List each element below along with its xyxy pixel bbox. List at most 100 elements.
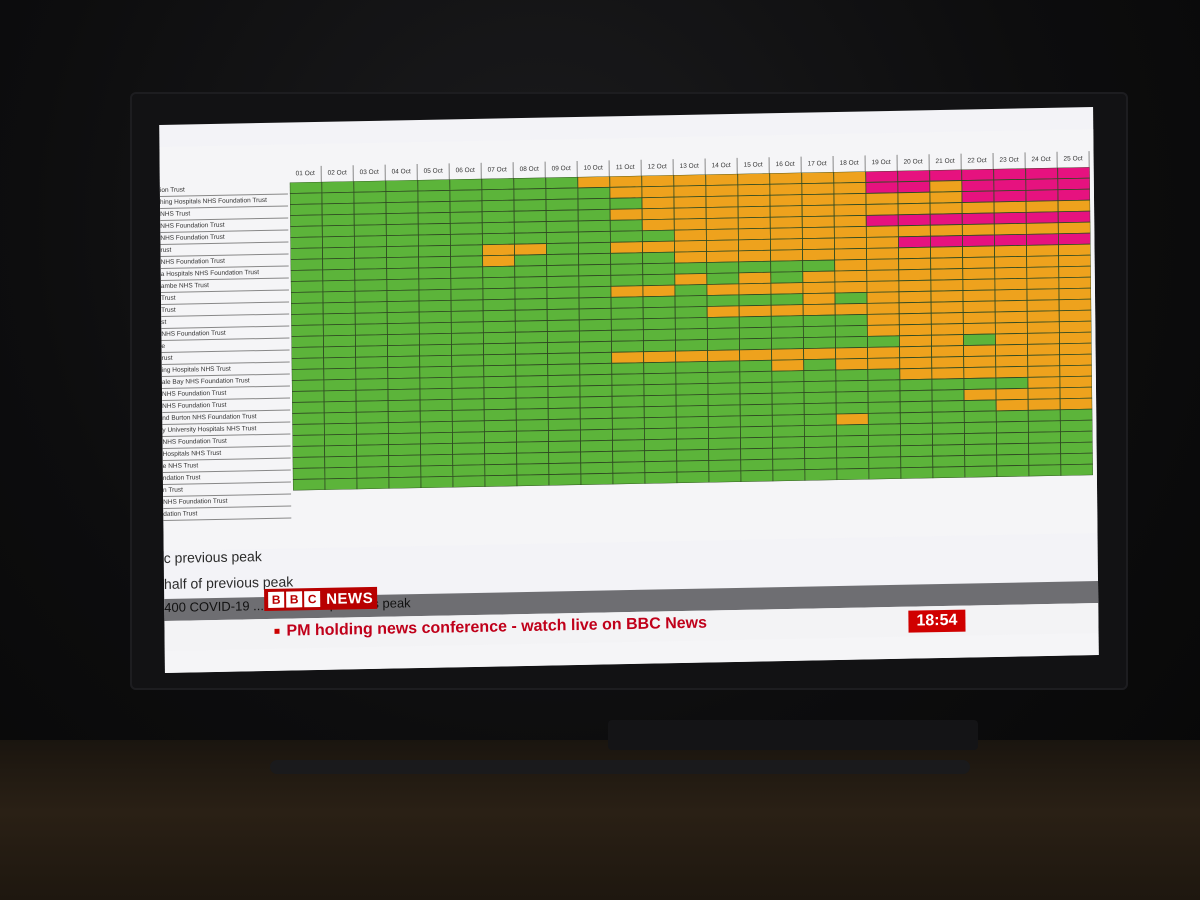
status-cell — [962, 289, 996, 302]
logo-letter-b1: B — [268, 591, 285, 608]
status-cell — [931, 378, 965, 391]
status-cell — [675, 427, 709, 440]
status-cell — [963, 421, 997, 434]
status-cell — [932, 433, 965, 446]
status-cell — [612, 439, 646, 452]
caption-line-1: c previous peak — [163, 548, 262, 566]
status-cell — [516, 474, 550, 487]
status-cell — [643, 394, 677, 408]
status-cell — [673, 229, 707, 242]
status-cell — [801, 182, 835, 196]
date-header: 08 Oct — [513, 161, 546, 179]
status-cell — [931, 400, 965, 413]
status-cell — [931, 411, 965, 424]
status-cell — [706, 239, 739, 252]
status-cell — [993, 200, 1027, 214]
status-cell — [1059, 364, 1093, 378]
status-cell — [355, 411, 389, 424]
status-cell — [835, 347, 869, 360]
status-cell — [484, 452, 518, 466]
status-cell — [611, 340, 645, 353]
status-cell — [641, 207, 675, 221]
status-cell — [706, 261, 740, 274]
status-cell — [707, 382, 741, 395]
status-cell — [323, 345, 357, 359]
status-cell — [961, 190, 995, 203]
status-cell — [1027, 409, 1061, 422]
status-cell — [738, 304, 772, 318]
status-cell — [579, 406, 613, 420]
status-cell — [353, 202, 387, 215]
status-cell — [961, 234, 995, 247]
status-cell — [449, 200, 483, 213]
status-cell — [612, 472, 646, 485]
status-cell — [963, 377, 997, 390]
status-cell — [1059, 375, 1093, 389]
status-cell — [1057, 210, 1091, 224]
status-cell — [546, 319, 580, 332]
status-cell — [353, 191, 387, 204]
status-cell — [291, 390, 325, 403]
status-cell — [481, 221, 515, 235]
status-cell — [1058, 276, 1092, 290]
status-cell — [899, 411, 933, 425]
status-cell — [771, 392, 805, 405]
status-cell — [930, 235, 963, 248]
status-cell — [323, 389, 357, 403]
status-cell — [419, 420, 453, 434]
status-cell — [291, 423, 325, 436]
status-cell — [932, 455, 966, 468]
status-cell — [611, 362, 645, 375]
date-header: 01 Oct — [289, 165, 322, 183]
status-cell — [835, 336, 868, 349]
status-cell — [740, 458, 774, 472]
status-cell — [515, 353, 549, 366]
status-cell — [290, 269, 324, 282]
status-cell — [931, 345, 965, 358]
status-cell — [545, 220, 579, 233]
status-cell — [356, 477, 390, 490]
status-cell — [546, 308, 580, 321]
status-cell — [673, 218, 707, 231]
status-cell — [513, 232, 547, 245]
status-cell — [898, 301, 932, 315]
status-cell — [993, 167, 1027, 181]
status-cell — [514, 298, 548, 311]
status-cell — [802, 325, 836, 339]
status-cell — [386, 322, 420, 336]
status-cell — [547, 407, 581, 420]
status-cell — [609, 208, 643, 221]
status-cell — [449, 189, 483, 202]
status-cell — [356, 466, 390, 479]
status-cell — [962, 245, 996, 258]
status-cell — [451, 365, 485, 378]
status-cell — [419, 409, 453, 423]
status-cell — [419, 365, 453, 379]
status-cell — [290, 291, 324, 304]
status-cell — [356, 444, 390, 457]
status-cell — [1059, 331, 1092, 345]
status-cell — [450, 310, 484, 323]
status-cell — [579, 395, 613, 409]
status-cell — [770, 315, 804, 328]
status-cell — [644, 427, 677, 441]
status-cell — [321, 180, 355, 194]
status-cell — [771, 425, 805, 438]
status-cell — [292, 467, 326, 480]
status-cell — [898, 312, 932, 326]
date-header: 21 Oct — [929, 153, 962, 171]
status-cell — [676, 460, 710, 473]
status-cell — [1027, 376, 1061, 389]
status-cell — [387, 344, 421, 358]
status-cell — [865, 225, 899, 238]
status-cell — [451, 409, 485, 422]
status-cell — [355, 334, 388, 347]
status-cell — [897, 213, 931, 227]
status-cell — [1059, 419, 1093, 433]
status-cell — [675, 394, 709, 407]
status-cell — [291, 335, 324, 348]
status-cell — [770, 304, 804, 317]
status-cell — [833, 204, 867, 217]
status-cell — [836, 435, 870, 448]
status-cell — [771, 381, 805, 394]
